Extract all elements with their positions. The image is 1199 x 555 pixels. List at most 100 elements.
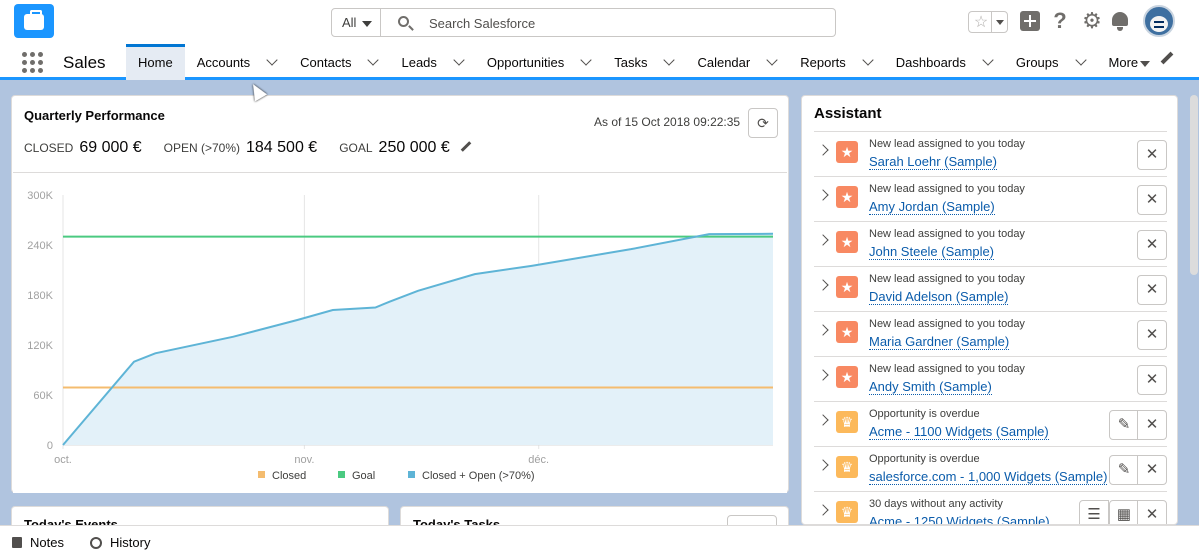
x-tick-label: déc. <box>528 454 549 466</box>
nav-tab-label: Tasks <box>614 55 648 70</box>
nav-tab-groups[interactable]: Groups <box>1004 44 1097 80</box>
new-event-button[interactable]: ▦ <box>1109 500 1139 524</box>
assistant-item-link[interactable]: David Adelson (Sample) <box>869 289 1009 305</box>
caret-down-icon <box>362 21 372 27</box>
global-search[interactable] <box>381 8 836 37</box>
gear-icon[interactable]: ⚙ <box>1082 8 1102 33</box>
closed-open-area <box>63 233 773 445</box>
nav-tab-leads[interactable]: Leads <box>389 44 474 80</box>
chevron-down-icon[interactable] <box>367 54 380 66</box>
legend-label: Closed + Open (>70%) <box>422 470 535 482</box>
chevron-down-icon[interactable] <box>982 54 994 66</box>
opportunity-crown-icon: ♛ <box>836 456 858 478</box>
chevron-right-icon[interactable] <box>817 279 829 291</box>
series-line-closed-open-70 <box>62 232 774 446</box>
nav-tab-home[interactable]: Home <box>126 44 185 80</box>
history-utility[interactable]: History <box>90 535 150 550</box>
chevron-right-icon[interactable] <box>817 459 829 471</box>
chevron-right-icon[interactable] <box>817 369 829 381</box>
page-scrollbar[interactable] <box>1190 95 1198 275</box>
x-tick-label: oct. <box>54 454 72 466</box>
edit-nav-pencil-icon[interactable] <box>1160 51 1174 65</box>
app-name: Sales <box>63 53 106 72</box>
assistant-item-link[interactable]: Amy Jordan (Sample) <box>869 199 995 215</box>
assistant-item-subtitle: New lead assigned to you today <box>869 273 1025 285</box>
nav-tab-contacts[interactable]: Contacts <box>288 44 389 80</box>
dismiss-button[interactable]: ✕ <box>1137 455 1167 485</box>
notes-utility[interactable]: Notes <box>12 535 64 550</box>
assistant-item-subtitle: New lead assigned to you today <box>869 228 1025 240</box>
favorites-dropdown-icon[interactable] <box>996 20 1004 25</box>
assistant-item-link[interactable]: Acme - 1100 Widgets (Sample) <box>869 424 1049 440</box>
dismiss-button[interactable]: ✕ <box>1137 500 1167 524</box>
chevron-right-icon[interactable] <box>817 144 829 156</box>
nav-tab-accounts[interactable]: Accounts <box>185 44 288 80</box>
lead-star-icon: ★ <box>836 366 858 388</box>
y-tick-label: 240K <box>27 240 53 252</box>
closed-value: 69 000 € <box>79 139 142 156</box>
chevron-down-icon[interactable] <box>766 54 778 66</box>
lead-star-icon: ★ <box>836 276 858 298</box>
dismiss-button[interactable]: ✕ <box>1137 410 1167 440</box>
assistant-item-link[interactable]: Sarah Loehr (Sample) <box>869 154 997 170</box>
dismiss-button[interactable]: ✕ <box>1137 140 1167 170</box>
quarterly-performance-card: Quarterly Performance As of 15 Oct 2018 … <box>11 95 789 493</box>
new-task-button[interactable]: ☰ <box>1079 500 1109 524</box>
assistant-item-link[interactable]: John Steele (Sample) <box>869 244 995 260</box>
favorites-button-group[interactable]: ☆ <box>968 11 1008 33</box>
nav-more-menu[interactable]: More <box>1097 44 1163 80</box>
edit-button[interactable]: ✎ <box>1109 410 1139 440</box>
assistant-item-link[interactable]: Acme - 1250 Widgets (Sample) <box>869 514 1050 524</box>
chevron-right-icon[interactable] <box>817 324 829 336</box>
search-scope-dropdown[interactable]: All <box>331 8 381 37</box>
nav-more-label: More <box>1108 55 1139 70</box>
assistant-item-link[interactable]: salesforce.com - 1,000 Widgets (Sample) <box>869 469 1108 485</box>
performance-chart: 0 60K 120K 180K 240K 300K oct. nov. déc. Closed Go… <box>13 173 787 493</box>
chevron-right-icon[interactable] <box>817 189 829 201</box>
utility-bar: Notes History <box>0 525 1199 555</box>
assistant-item-subtitle: New lead assigned to you today <box>869 138 1025 150</box>
dismiss-button[interactable]: ✕ <box>1137 365 1167 395</box>
app-launcher-icon[interactable] <box>22 52 44 74</box>
nav-tab-tasks[interactable]: Tasks <box>602 44 685 80</box>
app-logo[interactable] <box>14 4 54 38</box>
lead-star-icon: ★ <box>836 231 858 253</box>
assistant-item-subtitle: 30 days without any activity <box>869 498 1003 510</box>
chevron-down-icon[interactable] <box>266 54 278 66</box>
chevron-down-icon[interactable] <box>862 54 874 66</box>
refresh-button[interactable]: ⟳ <box>748 108 778 138</box>
nav-tab-label: Groups <box>1015 55 1059 70</box>
assistant-card: Assistant ★ New lead assigned to you toda… <box>801 95 1178 525</box>
nav-tab-reports[interactable]: Reports <box>788 44 884 80</box>
global-header: All ☆ ? ⚙ <box>0 0 1199 44</box>
chevron-right-icon[interactable] <box>817 504 829 516</box>
dismiss-button[interactable]: ✕ <box>1137 275 1167 305</box>
help-icon[interactable]: ? <box>1053 8 1067 33</box>
user-avatar[interactable] <box>1143 5 1175 37</box>
chevron-right-icon[interactable] <box>817 414 829 426</box>
nav-tab-label: Contacts <box>300 55 352 70</box>
edit-goal-pencil-icon[interactable] <box>460 141 472 152</box>
notes-label: Notes <box>30 535 64 550</box>
chevron-down-icon[interactable] <box>580 54 592 66</box>
assistant-item: ★ New lead assigned to you today Andy Smit… <box>814 356 1167 401</box>
edit-button[interactable]: ✎ <box>1109 455 1139 485</box>
chevron-right-icon[interactable] <box>817 234 829 246</box>
chevron-down-icon[interactable] <box>1074 54 1087 66</box>
notifications-bell-icon[interactable] <box>1112 12 1128 31</box>
goal-value: 250 000 € <box>378 139 450 156</box>
assistant-item: ★ New lead assigned to you today Maria Gar… <box>814 311 1167 356</box>
nav-tab-opportunities[interactable]: Opportunities <box>475 44 602 80</box>
assistant-item-link[interactable]: Andy Smith (Sample) <box>869 379 992 395</box>
dismiss-button[interactable]: ✕ <box>1137 185 1167 215</box>
dismiss-button[interactable]: ✕ <box>1137 230 1167 260</box>
chevron-down-icon[interactable] <box>663 54 676 66</box>
nav-tab-calendar[interactable]: Calendar <box>685 44 788 80</box>
chevron-down-icon[interactable] <box>453 54 465 66</box>
assistant-item-link[interactable]: Maria Gardner (Sample) <box>869 334 1010 350</box>
dismiss-button[interactable]: ✕ <box>1137 320 1167 350</box>
search-input[interactable] <box>429 14 819 32</box>
star-icon[interactable]: ☆ <box>973 14 989 31</box>
global-actions-plus-icon[interactable] <box>1020 11 1040 31</box>
nav-tab-dashboards[interactable]: Dashboards <box>884 44 1004 80</box>
